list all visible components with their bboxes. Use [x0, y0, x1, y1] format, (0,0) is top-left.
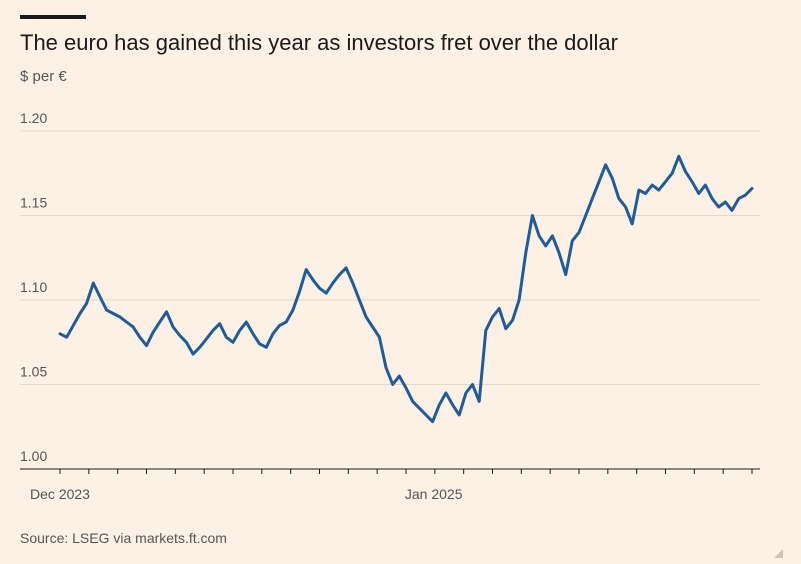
corner-mark	[774, 549, 783, 558]
y-tick-label: 1.00	[20, 448, 47, 464]
source-note: Source: LSEG via markets.ft.com	[20, 530, 227, 546]
y-tick-label: 1.05	[20, 364, 47, 380]
top-rule	[20, 15, 86, 19]
x-tick-label: Jan 2025	[405, 486, 463, 502]
chart-subtitle: $ per €	[20, 68, 67, 85]
x-tick-label: Dec 2023	[30, 486, 90, 502]
y-tick-label: 1.15	[20, 195, 47, 211]
y-tick-label: 1.10	[20, 279, 47, 295]
y-tick-label: 1.20	[20, 110, 47, 126]
series-line-eur-usd	[58, 154, 754, 424]
chart-title: The euro has gained this year as investo…	[20, 30, 618, 55]
